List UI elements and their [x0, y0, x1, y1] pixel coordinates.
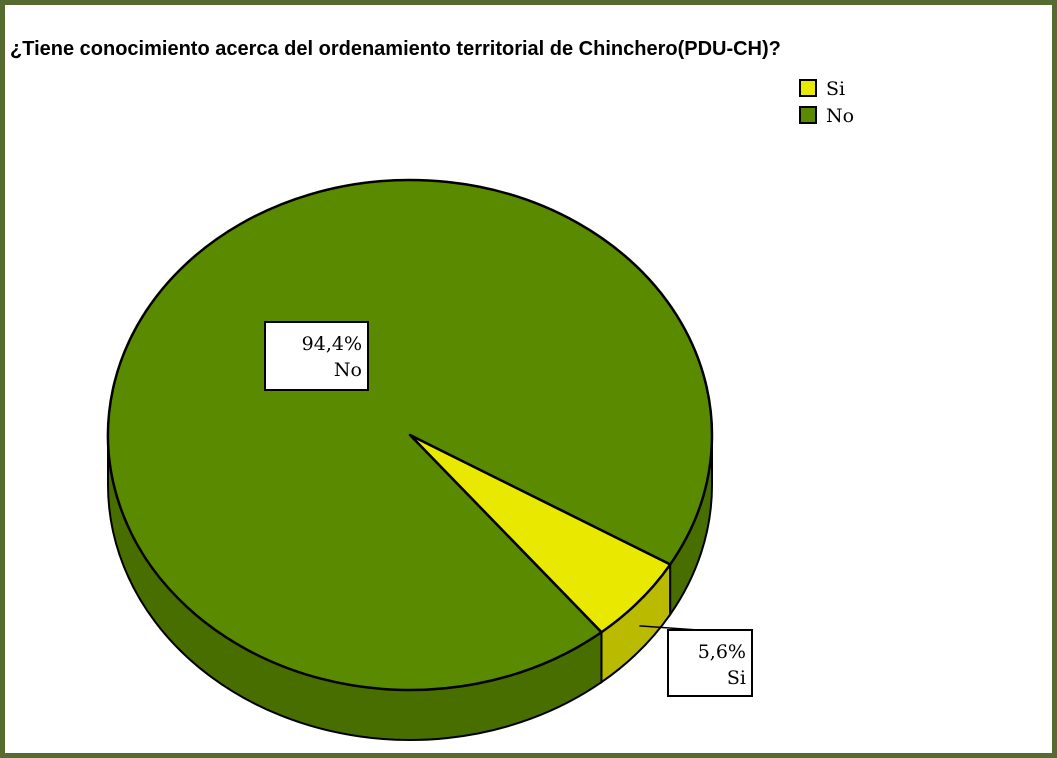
legend-swatch [799, 79, 817, 97]
value-label: 5,6% [698, 641, 746, 663]
chart-title: ¿Tiene conocimiento acerca del ordenamie… [10, 38, 781, 60]
label-box [667, 629, 753, 697]
category-label: No [334, 359, 362, 381]
pie-slice [106, 178, 714, 692]
legend-label: Si [826, 78, 845, 100]
category-label: Si [727, 667, 746, 689]
legend-label: No [826, 105, 854, 127]
legend-swatch [799, 106, 817, 124]
label-box [264, 321, 369, 391]
value-label: 94,4% [302, 333, 362, 355]
